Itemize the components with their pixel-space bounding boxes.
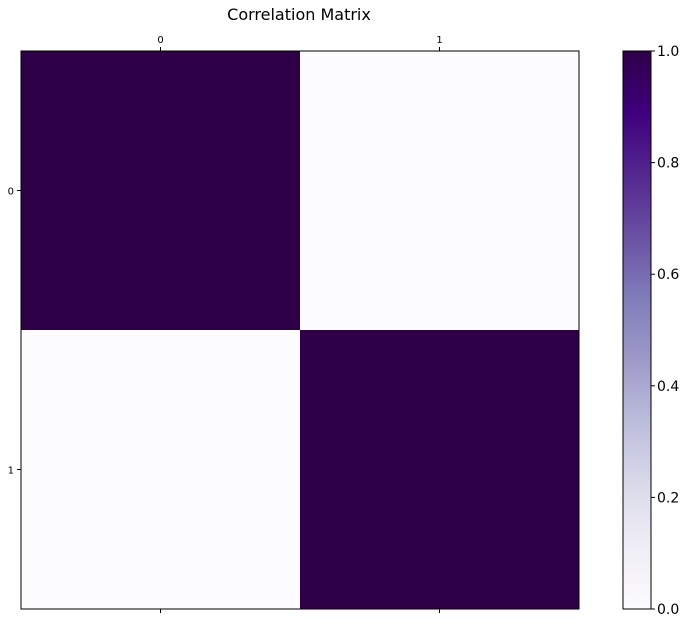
- colorbar-tick-label-4: 0.8: [657, 156, 679, 172]
- y-tick-label-0: 0: [8, 187, 14, 198]
- heatmap-cell-0-1: [300, 51, 580, 331]
- colorbar-tick-label-1: 0.2: [657, 490, 679, 506]
- colorbar-gradient: [622, 50, 652, 610]
- colorbar-tick-label-0: 0.0: [657, 602, 679, 618]
- heatmap-cell-1-1: [300, 330, 580, 610]
- chart-title: Correlation Matrix: [227, 5, 371, 24]
- colorbar-tick-label-3: 0.6: [657, 267, 679, 283]
- colorbar-tick-label-2: 0.4: [657, 379, 679, 395]
- heatmap-axes: 0 1 0 1: [8, 35, 580, 613]
- colorbar-tick-label-5: 1.0: [657, 44, 679, 60]
- x-tick-label-0: 0: [157, 35, 163, 46]
- y-tick-label-1: 1: [8, 466, 14, 477]
- plot-frame: [20, 50, 580, 610]
- heatmap-cells: [21, 51, 580, 610]
- heatmap-cell-1-0: [21, 330, 301, 610]
- heatmap-cell-0-0: [21, 51, 301, 331]
- colorbar: 0.0 0.2 0.4 0.6 0.8 1.0: [622, 44, 679, 618]
- x-tick-label-1: 1: [436, 35, 442, 46]
